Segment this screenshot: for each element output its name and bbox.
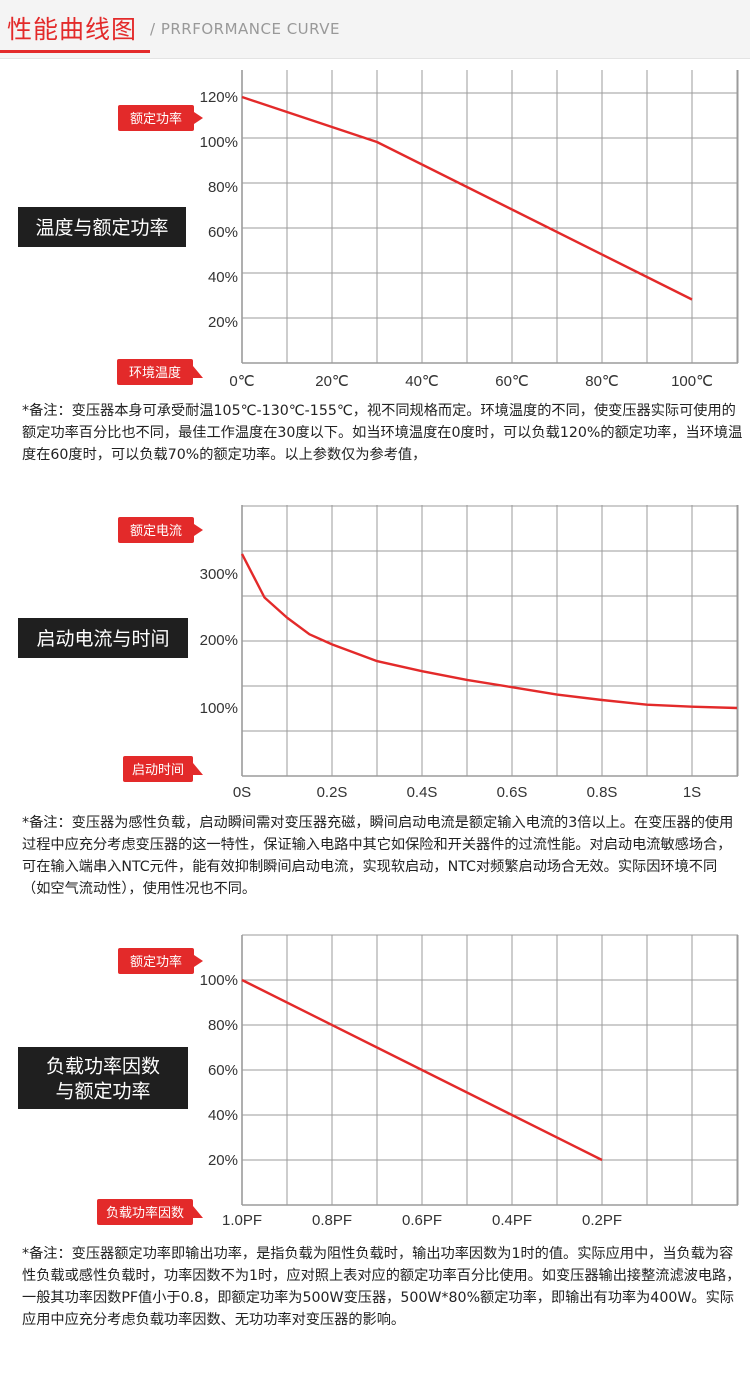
y-axis-tag-arrow xyxy=(194,524,203,536)
x-tick-label: 0.2S xyxy=(317,784,348,801)
startup-current-chart: 300% 200% 100% 0S 0.2S 0.4S 0.6S 0.8S 1S 额定电流启动时间… xyxy=(18,505,739,801)
chart-note-temperature: *备注：变压器本身可承受耐温105℃-130℃-155℃，视不同规格而定。环境温… xyxy=(22,403,743,463)
x-tick-label: 0℃ xyxy=(229,373,254,390)
x-tick-label: 1S xyxy=(683,784,701,801)
y-tick-label: 200% xyxy=(200,632,238,649)
y-axis-tag-label: 额定电流 xyxy=(130,524,182,539)
x-axis-tag xyxy=(123,756,193,782)
y-tick-label: 100% xyxy=(200,972,238,989)
x-axis-tag-arrow xyxy=(193,1206,203,1218)
chart-side-label-box xyxy=(18,1047,188,1109)
y-tick-label: 20% xyxy=(208,1152,238,1169)
y-tick-label: 20% xyxy=(208,314,238,331)
x-tick-label: 0.8PF xyxy=(312,1212,352,1229)
page-header: 性能曲线图 / PRRFORMANCE CURVE xyxy=(0,0,750,59)
y-axis-tag xyxy=(118,517,194,543)
y-axis-tag xyxy=(118,105,194,131)
y-tick-label: 80% xyxy=(208,1017,238,1034)
y-axis-tag-label: 额定功率 xyxy=(130,111,182,127)
x-tick-label: 0S xyxy=(233,784,251,801)
x-axis-tag-arrow xyxy=(193,763,203,775)
x-tick-label: 0.8S xyxy=(587,784,618,801)
x-axis-tag-label: 启动时间 xyxy=(132,763,184,778)
x-tick-label: 80℃ xyxy=(585,373,619,390)
chart-note-startup: *备注：变压器为感性负载，启动瞬间需对变压器充磁，瞬间启动电流是额定输入电流的3… xyxy=(22,815,734,897)
chart-side-label-box xyxy=(18,618,188,658)
chart-side-label: 温度与额定功率 xyxy=(35,217,168,239)
y-tick-label: 40% xyxy=(208,1107,238,1124)
x-axis-tag-label: 负载功率因数 xyxy=(106,1205,184,1221)
x-axis-tag-arrow xyxy=(193,366,203,378)
x-tick-label: 100℃ xyxy=(671,373,713,390)
power-factor-chart: 100% 80% 60% 40% 20% 1.0PF 0.8PF 0.6PF 0.4PF 0.2P… xyxy=(18,934,739,1229)
y-axis-tag-arrow xyxy=(194,112,203,124)
x-axis-tag xyxy=(117,359,193,385)
x-tick-label: 20℃ xyxy=(315,373,349,390)
page-subtitle: / PRRFORMANCE CURVE xyxy=(150,20,341,38)
y-axis-tag xyxy=(118,948,194,974)
x-axis-tag-label: 环境温度 xyxy=(129,365,181,381)
x-tick-label: 0.2PF xyxy=(582,1212,622,1229)
x-tick-label: 0.4PF xyxy=(492,1212,532,1229)
chart-side-label: 启动电流与时间 xyxy=(36,628,169,650)
x-tick-label: 40℃ xyxy=(405,373,439,390)
chart-side-label-box xyxy=(18,207,186,247)
y-tick-label: 100% xyxy=(200,700,238,717)
chart-side-label: 负载功率因数 xyxy=(46,1056,160,1078)
y-axis-tag-arrow xyxy=(194,955,203,967)
series-line xyxy=(241,95,693,301)
series-line xyxy=(240,553,738,710)
temperature-power-chart: 120% 100% 80% 60% 40% 20% 0℃ 20℃ 40℃ 60℃ 80℃ 100℃ 额定… xyxy=(18,70,739,390)
y-tick-label: 60% xyxy=(208,1062,238,1079)
x-tick-label: 1.0PF xyxy=(222,1212,262,1229)
series-line xyxy=(241,978,603,1162)
chart-side-label: 与额定功率 xyxy=(55,1081,150,1103)
y-tick-label: 120% xyxy=(200,89,238,106)
x-tick-label: 0.6PF xyxy=(402,1212,442,1229)
page-title: 性能曲线图 xyxy=(7,15,138,44)
y-tick-label: 60% xyxy=(208,224,238,241)
x-tick-label: 0.6S xyxy=(497,784,528,801)
chart-note-power-factor: *备注：变压器额定功率即输出功率，是指负载为阻性负载时，输出功率因数为1时的值。… xyxy=(22,1246,741,1328)
y-axis-tag-label: 额定功率 xyxy=(130,954,182,970)
x-tick-label: 60℃ xyxy=(495,373,529,390)
x-axis-tag xyxy=(97,1199,193,1225)
y-tick-label: 300% xyxy=(200,566,238,583)
title-underline xyxy=(0,50,150,53)
x-tick-label: 0.4S xyxy=(407,784,438,801)
y-tick-label: 100% xyxy=(200,134,238,151)
y-tick-label: 80% xyxy=(208,179,238,196)
y-tick-label: 40% xyxy=(208,269,238,286)
